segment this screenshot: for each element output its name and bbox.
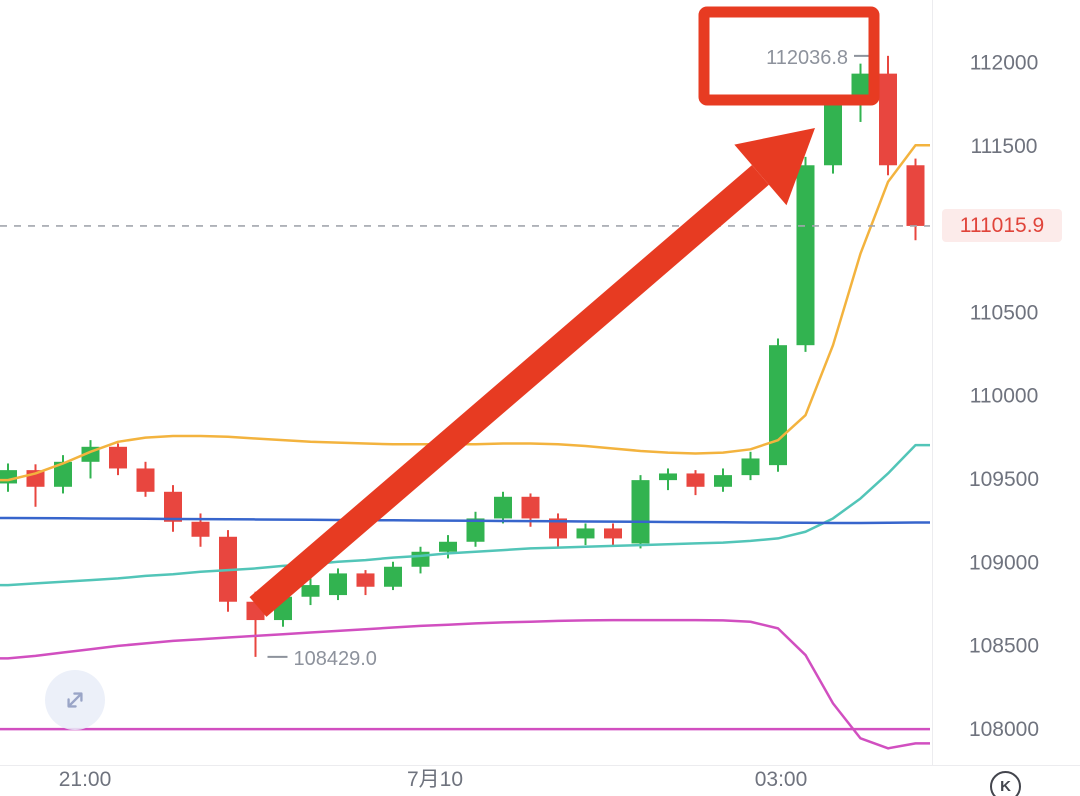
kline-badge-label: K [1000, 778, 1011, 795]
low-price-marker: 108429.0 [294, 648, 377, 670]
high-price-marker: 112036.8 [766, 47, 848, 69]
expand-chart-button[interactable] [45, 670, 105, 730]
annotation-arrow-shaft [249, 165, 769, 617]
candle-body [301, 585, 320, 597]
candle-body [879, 73, 897, 166]
candle-body [109, 446, 127, 469]
annotation-highlight-box [698, 6, 880, 106]
candle-body [164, 491, 182, 522]
candle-body [576, 528, 595, 539]
candle-body [384, 566, 402, 587]
x-axis-tick: 21:00 [59, 768, 112, 791]
x-axis-tick: 03:00 [755, 768, 808, 791]
candle-body [686, 473, 705, 487]
candle-body [549, 518, 567, 539]
candle-body [796, 165, 815, 346]
y-axis-tick: 109000 [969, 551, 1039, 574]
candle-body [521, 496, 540, 519]
candle-body [439, 541, 457, 552]
candle-body [741, 458, 760, 476]
candle-body [824, 105, 842, 166]
annotation-arrow-head [734, 128, 815, 206]
expand-arrows-icon [67, 692, 83, 708]
last-price-tag: 111015.9 [942, 209, 1062, 243]
candle-body [494, 496, 512, 519]
y-axis-tick: 108500 [969, 635, 1039, 658]
candle-body [0, 470, 17, 484]
y-axis-tick: 110500 [970, 301, 1039, 324]
candle-body [604, 528, 622, 539]
candle-body [714, 475, 732, 487]
candle-body [329, 573, 347, 596]
x-axis-tick: 7月10 [407, 768, 463, 791]
kline-indicator-badge[interactable]: K [990, 771, 1021, 796]
candle-body [906, 165, 925, 226]
overlay-ma-blue [0, 516, 930, 525]
candle-body [659, 473, 677, 481]
candle-body [769, 345, 787, 466]
overlay-ma-teal [0, 443, 930, 587]
y-axis-tick: 111500 [971, 135, 1038, 158]
y-axis-tick: 108000 [969, 718, 1039, 741]
y-axis-tick: 109500 [969, 468, 1039, 491]
last-price-value: 111015.9 [959, 213, 1045, 237]
candle-body [411, 551, 430, 567]
overlay-lower-band-magenta [0, 618, 930, 750]
candle-body [191, 521, 210, 537]
candle-body [54, 461, 72, 487]
candle-body [136, 468, 155, 492]
candle-body [466, 518, 485, 542]
candle-body [356, 573, 375, 587]
y-axis-tick: 112000 [970, 51, 1039, 74]
candle-body [631, 480, 650, 544]
y-axis-tick: 110000 [970, 385, 1039, 408]
